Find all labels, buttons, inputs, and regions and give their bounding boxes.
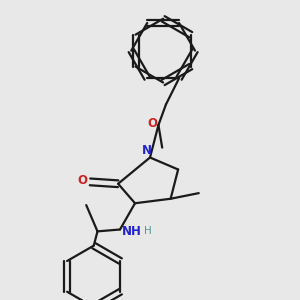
Text: O: O [148, 117, 158, 130]
Text: N: N [142, 144, 152, 157]
Text: H: H [144, 226, 152, 236]
Text: NH: NH [122, 225, 142, 238]
Text: O: O [77, 173, 88, 187]
